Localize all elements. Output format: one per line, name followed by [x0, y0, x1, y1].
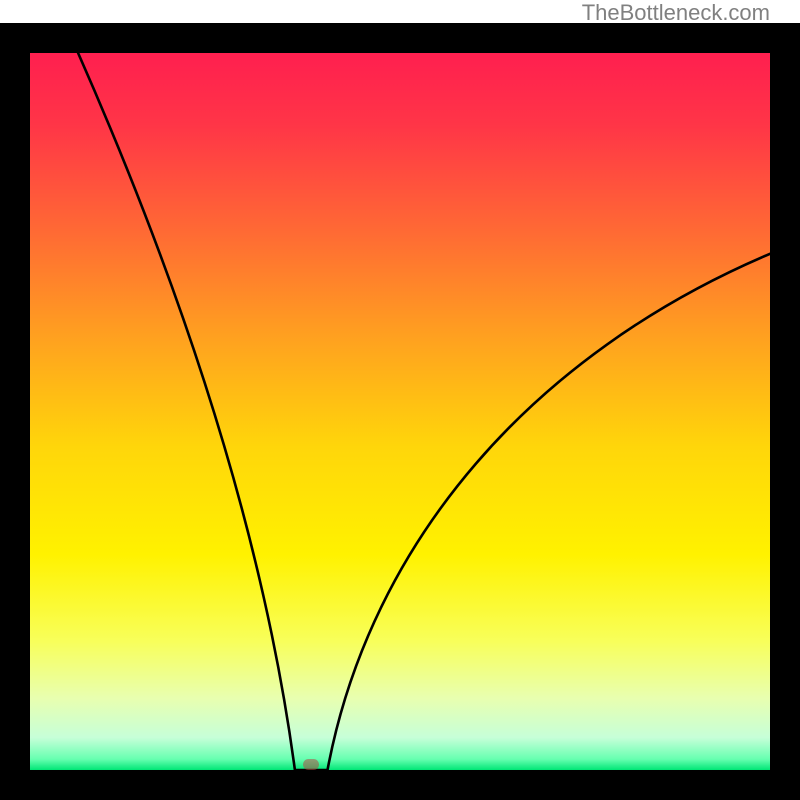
bottleneck-curve — [78, 53, 770, 770]
watermark-text: TheBottleneck.com — [582, 0, 770, 26]
optimal-point-marker — [303, 759, 319, 770]
plot-area — [30, 53, 770, 770]
curve-svg — [30, 53, 770, 770]
chart-container: TheBottleneck.com — [0, 0, 800, 800]
